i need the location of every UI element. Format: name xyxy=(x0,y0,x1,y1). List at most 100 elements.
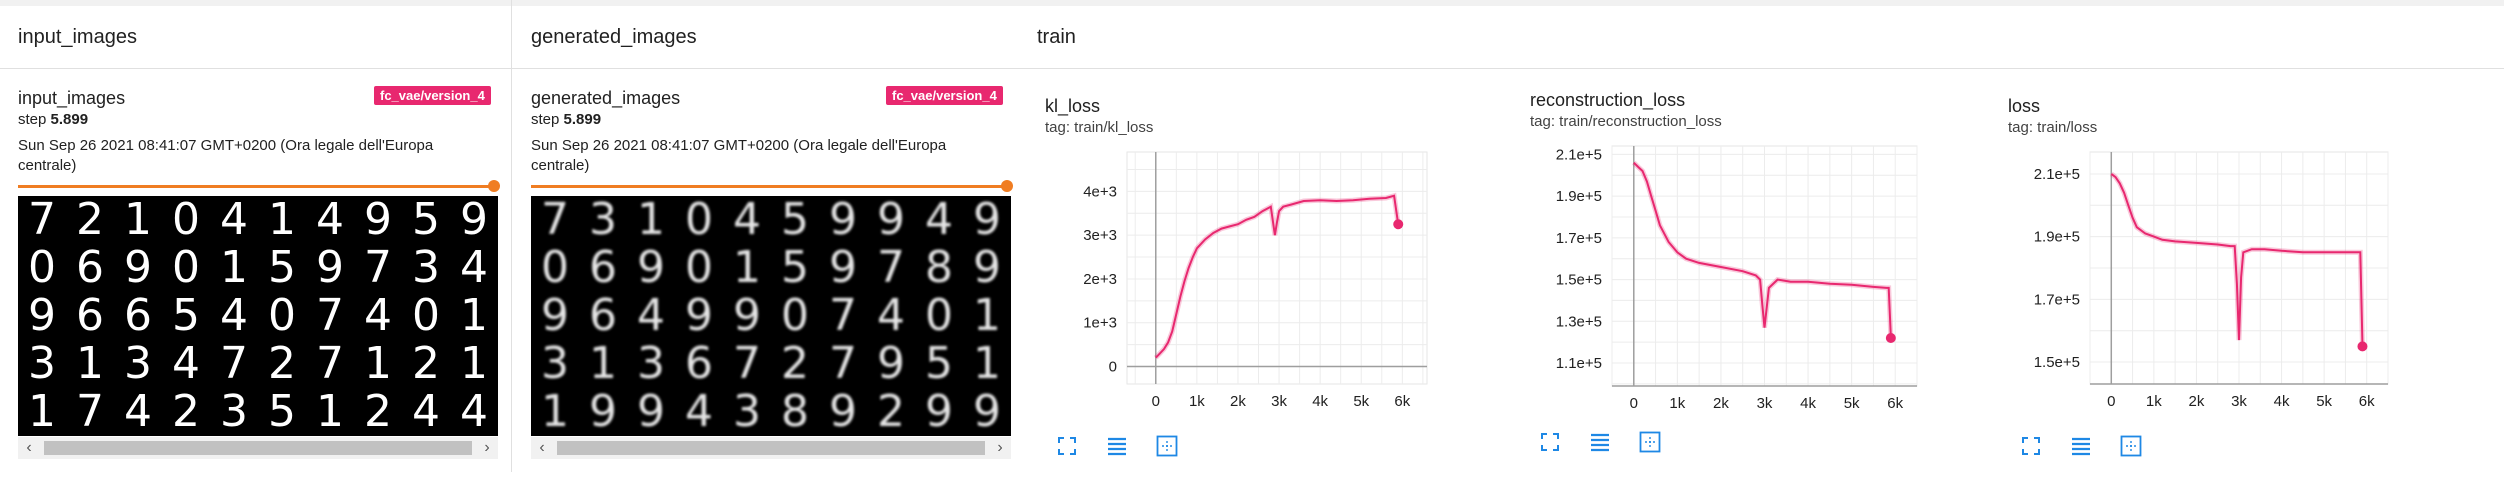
digit-sample: 0 xyxy=(412,290,440,341)
digit-sample: 3 xyxy=(589,194,617,245)
fit-domain-icon[interactable] xyxy=(2116,431,2146,461)
digit-sample: 9 xyxy=(589,386,617,437)
x-tick-label: 5k xyxy=(1844,395,1860,412)
fit-domain-icon[interactable] xyxy=(1152,431,1182,461)
fullscreen-icon[interactable] xyxy=(1052,431,1082,461)
y-tick-label: 0 xyxy=(1109,358,1117,375)
x-tick-label: 2k xyxy=(2189,393,2205,410)
digit-sample: 9 xyxy=(28,290,56,341)
digit-sample: 9 xyxy=(685,290,713,341)
digit-sample: 9 xyxy=(877,338,905,389)
line-chart-reconstruction-loss[interactable]: 0 1k 2k 3k 4k 5k 6k 1.1e+5 1.3e+5 1.5e+5 1.7e+5 1.9… xyxy=(1530,140,1990,440)
digit-sample: 4 xyxy=(685,386,713,437)
fullscreen-icon[interactable] xyxy=(1535,427,1565,457)
y-tick-label: 1.5e+5 xyxy=(2034,354,2080,371)
digit-sample: 2 xyxy=(877,386,905,437)
scroll-left-arrow[interactable]: ‹ xyxy=(26,439,32,456)
step-slider-handle[interactable] xyxy=(1001,180,1013,192)
y-tick-label: 1.9e+5 xyxy=(2034,229,2080,246)
digit-sample: 5 xyxy=(268,386,296,437)
digit-sample: 7 xyxy=(220,338,248,389)
x-tick-label: 1k xyxy=(2146,393,2162,410)
step-value: 5.899 xyxy=(50,111,89,128)
chart-tag: tag: train/kl_loss xyxy=(1045,119,1154,136)
step-slider[interactable] xyxy=(18,185,492,188)
fit-domain-icon[interactable] xyxy=(1635,427,1665,457)
digit-sample: 3 xyxy=(733,386,761,437)
digit-sample: 4 xyxy=(412,386,440,437)
chart-toolbar xyxy=(2016,431,2146,461)
fullscreen-icon[interactable] xyxy=(2016,431,2046,461)
series-last-point xyxy=(2357,341,2368,352)
y-tick-label: 1.7e+5 xyxy=(2034,291,2080,308)
plot-area xyxy=(1126,151,1428,385)
timestamp: Sun Sep 26 2021 08:41:07 GMT+0200 (Ora l… xyxy=(18,137,434,174)
data-table-icon[interactable] xyxy=(2066,431,2096,461)
x-tick-label: 5k xyxy=(1353,393,1369,410)
data-table-icon[interactable] xyxy=(1585,427,1615,457)
digit-sample: 0 xyxy=(268,290,296,341)
x-tick-label: 1k xyxy=(1669,395,1685,412)
digit-sample: 1 xyxy=(28,386,56,437)
digit-sample: 0 xyxy=(28,242,56,293)
x-tick-label: 2k xyxy=(1230,393,1246,410)
x-tick-label: 3k xyxy=(1757,395,1773,412)
timestamp: Sun Sep 26 2021 08:41:07 GMT+0200 (Ora l… xyxy=(531,137,947,174)
digit-sample: 1 xyxy=(220,242,248,293)
data-table-icon[interactable] xyxy=(1102,431,1132,461)
digit-sample: 4 xyxy=(460,386,488,437)
digit-sample: 5 xyxy=(412,194,440,245)
scroll-thumb[interactable] xyxy=(44,441,472,455)
digit-sample: 3 xyxy=(124,338,152,389)
digit-sample: 9 xyxy=(541,290,569,341)
y-tick-label: 3e+3 xyxy=(1083,227,1117,244)
digit-sample: 4 xyxy=(925,194,953,245)
line-chart-loss[interactable]: 0 1k 2k 3k 4k 5k 6k 1.5e+5 1.7e+5 1.9e+5 2.1e+5 xyxy=(2008,140,2468,440)
section-title-generated-images: generated_images xyxy=(531,26,697,48)
digit-sample: 7 xyxy=(28,194,56,245)
digit-sample: 4 xyxy=(316,194,344,245)
step-slider[interactable] xyxy=(531,185,1005,188)
digit-sample: 4 xyxy=(733,194,761,245)
digit-sample: 2 xyxy=(76,194,104,245)
chart-toolbar xyxy=(1535,427,1665,457)
digit-sample: 1 xyxy=(973,290,1001,341)
digit-sample: 4 xyxy=(220,290,248,341)
digit-sample: 9 xyxy=(124,242,152,293)
horizontal-scrollbar[interactable]: ‹ › xyxy=(18,437,498,459)
digit-sample: 2 xyxy=(412,338,440,389)
line-chart-kl-loss[interactable]: 0 1k 2k 3k 4k 5k 6k 0 1e+3 2e+3 3e+3 4e+3 xyxy=(1045,140,1505,440)
digit-sample: 2 xyxy=(268,338,296,389)
run-badge: fc_vae/version_4 xyxy=(374,86,491,105)
digit-sample: 0 xyxy=(172,194,200,245)
digit-sample: 4 xyxy=(637,290,665,341)
digit-sample: 9 xyxy=(829,386,857,437)
series-line xyxy=(1633,161,1892,339)
chart-title: reconstruction_loss xyxy=(1530,90,1686,110)
digit-sample: 7 xyxy=(76,386,104,437)
chart-title: loss xyxy=(2008,96,2041,116)
scroll-thumb[interactable] xyxy=(557,441,985,455)
digit-sample: 3 xyxy=(637,338,665,389)
step-slider-handle[interactable] xyxy=(488,180,500,192)
y-tick-label: 1e+3 xyxy=(1083,315,1117,332)
digit-sample: 9 xyxy=(637,242,665,293)
digit-sample: 9 xyxy=(829,194,857,245)
scroll-right-arrow[interactable]: › xyxy=(997,439,1003,456)
section-title-input-images: input_images xyxy=(18,26,137,48)
card-title: input_images xyxy=(18,88,126,108)
run-badge: fc_vae/version_4 xyxy=(886,86,1003,105)
scroll-left-arrow[interactable]: ‹ xyxy=(539,439,545,456)
digit-sample: 2 xyxy=(364,386,392,437)
horizontal-scrollbar[interactable]: ‹ › xyxy=(531,437,1011,459)
digit-sample: 5 xyxy=(925,338,953,389)
digit-sample: 1 xyxy=(589,338,617,389)
scroll-right-arrow[interactable]: › xyxy=(484,439,490,456)
section-title-train: train xyxy=(1037,26,1076,48)
digit-sample: 1 xyxy=(124,194,152,245)
card-title: generated_images xyxy=(531,88,681,108)
digit-sample: 4 xyxy=(220,194,248,245)
digit-sample: 7 xyxy=(829,338,857,389)
y-tick-label: 4e+3 xyxy=(1083,183,1117,200)
